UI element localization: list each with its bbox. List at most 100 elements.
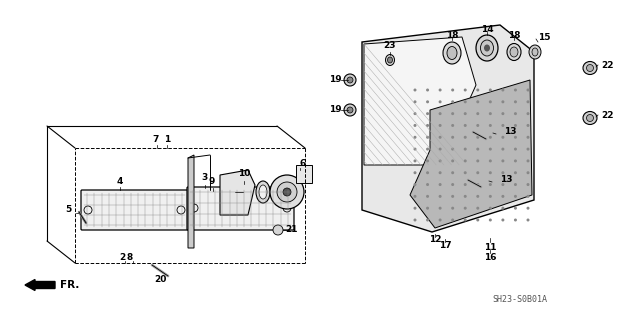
Ellipse shape	[344, 74, 356, 86]
Text: 16: 16	[484, 254, 496, 263]
Circle shape	[413, 160, 417, 162]
Circle shape	[464, 219, 467, 221]
Circle shape	[489, 183, 492, 186]
Circle shape	[438, 160, 442, 162]
Circle shape	[451, 207, 454, 210]
Polygon shape	[410, 80, 532, 228]
Ellipse shape	[447, 47, 457, 60]
Circle shape	[489, 136, 492, 139]
Text: 17: 17	[438, 241, 451, 249]
Circle shape	[451, 183, 454, 186]
Ellipse shape	[256, 181, 270, 203]
Circle shape	[501, 100, 504, 103]
Circle shape	[501, 219, 504, 221]
Circle shape	[426, 219, 429, 221]
Circle shape	[464, 160, 467, 162]
Circle shape	[438, 100, 442, 103]
Ellipse shape	[385, 55, 394, 65]
Circle shape	[514, 160, 517, 162]
Circle shape	[527, 183, 529, 186]
Circle shape	[451, 171, 454, 174]
Circle shape	[413, 195, 417, 198]
Circle shape	[527, 100, 529, 103]
Text: 19: 19	[329, 106, 341, 115]
Circle shape	[464, 183, 467, 186]
Text: 10: 10	[238, 169, 250, 179]
Ellipse shape	[481, 40, 493, 56]
Circle shape	[489, 219, 492, 221]
Circle shape	[438, 219, 442, 221]
FancyBboxPatch shape	[187, 187, 294, 230]
Text: 18: 18	[445, 31, 458, 40]
Circle shape	[413, 183, 417, 186]
Circle shape	[514, 207, 517, 210]
Circle shape	[514, 195, 517, 198]
Text: 15: 15	[538, 33, 550, 42]
Circle shape	[489, 100, 492, 103]
Circle shape	[514, 183, 517, 186]
Circle shape	[438, 88, 442, 92]
Text: 20: 20	[154, 276, 166, 285]
Text: 21: 21	[285, 226, 298, 234]
Circle shape	[476, 219, 479, 221]
Text: 18: 18	[508, 31, 520, 40]
Circle shape	[501, 171, 504, 174]
Text: 11: 11	[484, 243, 496, 253]
Ellipse shape	[507, 43, 521, 61]
Circle shape	[489, 207, 492, 210]
Circle shape	[476, 88, 479, 92]
Text: 7: 7	[153, 136, 159, 145]
Polygon shape	[364, 37, 476, 165]
Circle shape	[501, 124, 504, 127]
Circle shape	[527, 207, 529, 210]
Circle shape	[426, 100, 429, 103]
Circle shape	[489, 148, 492, 151]
Ellipse shape	[387, 57, 392, 63]
Circle shape	[501, 207, 504, 210]
Circle shape	[514, 171, 517, 174]
Circle shape	[514, 136, 517, 139]
Circle shape	[438, 112, 442, 115]
Circle shape	[489, 112, 492, 115]
Circle shape	[438, 171, 442, 174]
Circle shape	[426, 171, 429, 174]
Circle shape	[527, 88, 529, 92]
Circle shape	[426, 195, 429, 198]
Circle shape	[413, 207, 417, 210]
Circle shape	[476, 100, 479, 103]
Circle shape	[514, 88, 517, 92]
Circle shape	[413, 124, 417, 127]
Circle shape	[514, 112, 517, 115]
Circle shape	[426, 160, 429, 162]
Text: 14: 14	[481, 26, 493, 34]
Circle shape	[514, 124, 517, 127]
Circle shape	[501, 160, 504, 162]
Circle shape	[527, 148, 529, 151]
Circle shape	[464, 100, 467, 103]
Circle shape	[464, 112, 467, 115]
Circle shape	[476, 112, 479, 115]
Circle shape	[451, 219, 454, 221]
Circle shape	[501, 148, 504, 151]
Text: SH23-S0B01A: SH23-S0B01A	[493, 295, 547, 305]
Circle shape	[489, 171, 492, 174]
Circle shape	[413, 171, 417, 174]
Circle shape	[464, 136, 467, 139]
Circle shape	[489, 160, 492, 162]
Circle shape	[451, 124, 454, 127]
Circle shape	[527, 124, 529, 127]
Ellipse shape	[529, 45, 541, 59]
Circle shape	[476, 160, 479, 162]
Text: 13: 13	[504, 128, 516, 137]
Circle shape	[451, 100, 454, 103]
Circle shape	[438, 124, 442, 127]
Circle shape	[451, 195, 454, 198]
Polygon shape	[362, 25, 534, 232]
Circle shape	[489, 195, 492, 198]
Circle shape	[273, 225, 283, 235]
Circle shape	[438, 136, 442, 139]
Ellipse shape	[484, 44, 490, 51]
Circle shape	[501, 112, 504, 115]
Circle shape	[514, 219, 517, 221]
Text: 22: 22	[602, 61, 614, 70]
